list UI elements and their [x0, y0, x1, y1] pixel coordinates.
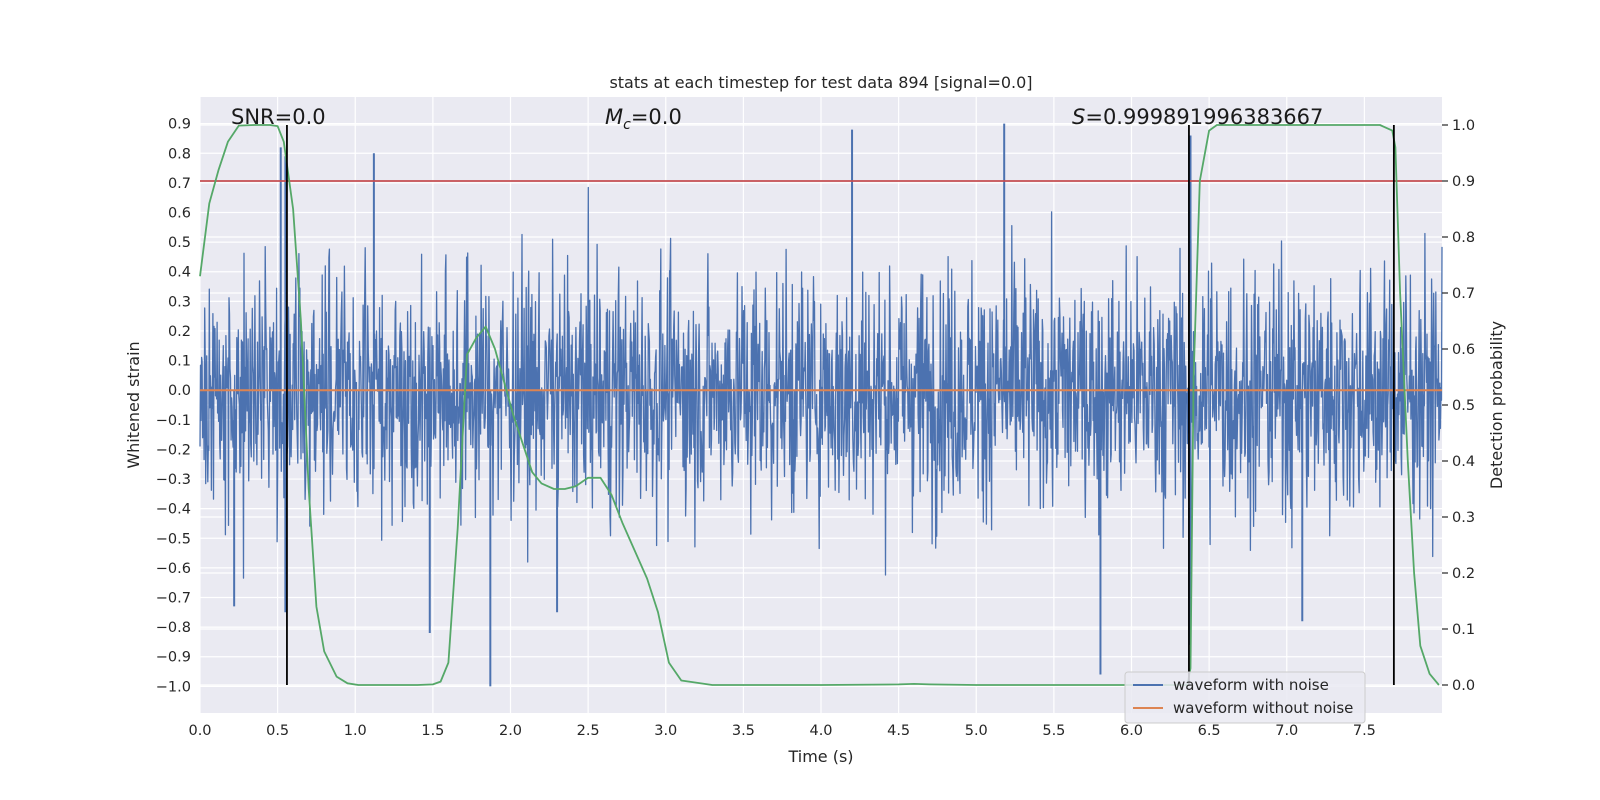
y2-tick-label: 0.0 — [1452, 678, 1475, 694]
x-tick-label: 4.5 — [887, 723, 910, 739]
snr-annotation: SNR=0.0 — [231, 105, 326, 129]
x-tick-label: 7.0 — [1275, 723, 1298, 739]
x-tick-label: 6.0 — [1120, 723, 1143, 739]
y2-tick-label: 0.7 — [1452, 286, 1475, 302]
x-tick-label: 3.5 — [732, 723, 755, 739]
x-tick-label: 5.0 — [965, 723, 988, 739]
x-tick-label: 4.0 — [809, 723, 832, 739]
x-axis-ticks: 0.0 0.5 1.0 1.5 2.0 2.5 3.0 3.5 4.0 4.5 5.0 5.5 6.0 6… — [188, 723, 1375, 739]
y-tick-label: −0.6 — [156, 561, 191, 577]
y2-tick-label: 0.2 — [1452, 566, 1475, 582]
series-waveform-with-noise — [199, 123, 1443, 687]
y-tick-label: 0.1 — [168, 354, 191, 370]
y2-tick-label: 0.3 — [1452, 510, 1475, 526]
legend-label-clean: waveform without noise — [1173, 699, 1353, 717]
series-detection-probability — [199, 124, 1440, 686]
x-tick-label: 1.5 — [421, 723, 444, 739]
y-tick-label: 0.2 — [168, 324, 191, 340]
legend-label-noise: waveform with noise — [1173, 676, 1329, 694]
y-tick-label: −0.4 — [156, 502, 191, 518]
y-tick-label: −0.9 — [156, 650, 191, 666]
x-axis-label: Time (s) — [787, 747, 853, 766]
y2-axis-ticks: 1.0 0.9 0.8 0.7 0.6 0.5 0.4 0.3 0.2 0.1 0.0 — [1442, 118, 1475, 694]
x-tick-label: 2.0 — [499, 723, 522, 739]
x-tick-label: 6.5 — [1198, 723, 1221, 739]
y2-tick-label: 0.5 — [1452, 398, 1475, 414]
chirp-mass-subscript: c — [623, 117, 631, 133]
y2-tick-label: 0.6 — [1452, 342, 1475, 358]
y-tick-label: 0.0 — [168, 383, 191, 399]
score-symbol: S — [1072, 105, 1085, 129]
y-tick-label: 0.8 — [168, 146, 191, 162]
y-tick-label: 0.9 — [168, 117, 191, 133]
y-tick-label: 0.3 — [168, 294, 191, 310]
probability-line — [199, 124, 1440, 686]
chirp-mass-value: =0.0 — [631, 105, 682, 129]
y-tick-label: −1.0 — [156, 679, 191, 695]
y-tick-label: 0.7 — [168, 176, 191, 192]
y2-tick-label: 0.4 — [1452, 454, 1475, 470]
y-tick-label: −0.5 — [156, 531, 191, 547]
noise-line — [199, 186, 1443, 579]
chirp-mass-symbol: M — [605, 105, 623, 129]
y2-tick-label: 0.8 — [1452, 230, 1475, 246]
x-tick-label: 1.0 — [344, 723, 367, 739]
chirp-mass-annotation: Mc=0.0 — [605, 105, 682, 133]
x-tick-label: 5.5 — [1042, 723, 1065, 739]
score-annotation: S=0.999891996383667 — [1072, 105, 1323, 129]
y2-tick-label: 1.0 — [1452, 118, 1475, 134]
score-value: =0.999891996383667 — [1085, 105, 1323, 129]
x-tick-label: 0.5 — [266, 723, 289, 739]
y-axis-ticks: 0.9 0.8 0.7 0.6 0.5 0.4 0.3 0.2 0.1 0.0 −0.1 −0.2 −0… — [156, 117, 191, 696]
y-tick-label: −0.1 — [156, 413, 191, 429]
y-tick-label: −0.7 — [156, 591, 191, 607]
y2-axis-label: Detection probability — [1487, 321, 1506, 489]
legend: waveform with noise waveform without noi… — [1124, 671, 1366, 724]
y-axis-label: Whitened strain — [124, 341, 143, 468]
vertical-markers — [286, 125, 1395, 685]
y2-tick-label: 0.9 — [1452, 174, 1475, 190]
y-tick-label: −0.3 — [156, 472, 191, 488]
y-tick-label: 0.5 — [168, 235, 191, 251]
y2-tick-label: 0.1 — [1452, 622, 1475, 638]
y-tick-label: −0.8 — [156, 620, 191, 636]
y-tick-label: −0.2 — [156, 442, 191, 458]
x-tick-label: 3.0 — [654, 723, 677, 739]
x-tick-label: 7.5 — [1353, 723, 1376, 739]
y-tick-label: 0.6 — [168, 206, 191, 222]
y-tick-label: 0.4 — [168, 265, 191, 281]
x-tick-label: 2.5 — [577, 723, 600, 739]
x-tick-label: 0.0 — [188, 723, 211, 739]
chart-title: stats at each timestep for test data 894… — [609, 73, 1032, 92]
legend-box — [1124, 671, 1366, 724]
